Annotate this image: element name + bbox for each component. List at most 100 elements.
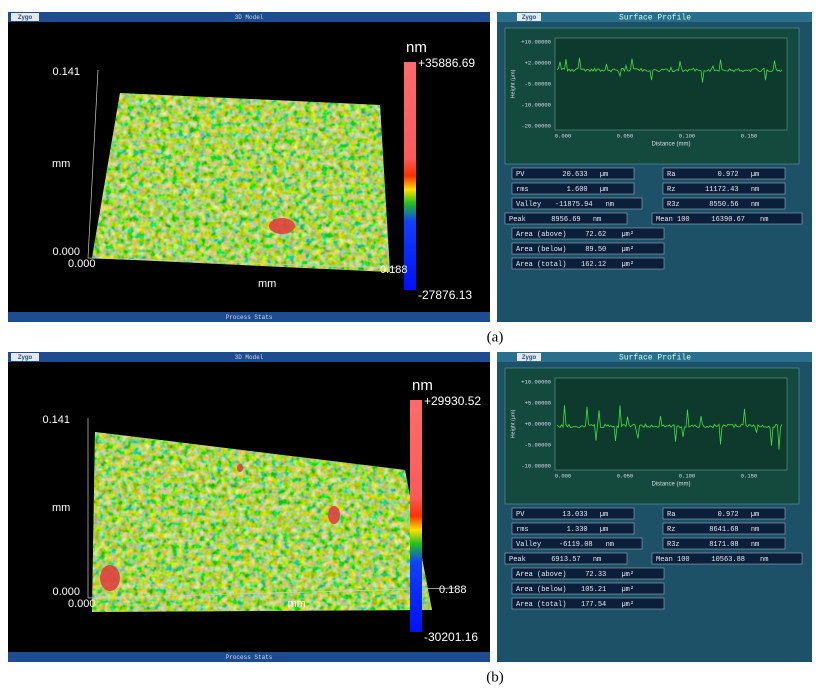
area-label: Area (total) bbox=[516, 601, 566, 609]
stat-unit: µm bbox=[600, 511, 608, 519]
scale-max: +29930.52 bbox=[424, 394, 481, 408]
window-title: Surface Profile bbox=[619, 354, 691, 363]
surface-texture bbox=[92, 93, 390, 272]
stat-unit: nm bbox=[606, 541, 614, 549]
stat-label: Mean 100 bbox=[656, 556, 690, 564]
stat-label: PV bbox=[516, 171, 525, 179]
stat-unit: µm bbox=[751, 171, 759, 179]
window-title: 3D Model bbox=[235, 14, 264, 21]
logo: Zygo bbox=[18, 15, 33, 21]
y-tick-label: +10.00000 bbox=[521, 378, 551, 385]
stat-value: 10563.88 bbox=[711, 556, 745, 564]
y-axis-max: 0.141 bbox=[42, 414, 70, 426]
y-tick-label: +10.00000 bbox=[521, 38, 551, 45]
area-label: Area (below) bbox=[516, 246, 566, 254]
window-title: 3D Model bbox=[235, 354, 264, 361]
stat-unit: nm bbox=[593, 556, 601, 564]
stat-label: Ra bbox=[667, 171, 675, 179]
stat-unit: nm bbox=[751, 201, 759, 209]
stat-value: 13.033 bbox=[562, 511, 587, 519]
surface-peak bbox=[100, 565, 120, 591]
stat-value: 16390.67 bbox=[711, 216, 745, 224]
y-origin: 0.000 bbox=[52, 586, 80, 598]
x-axis-label: Distance (mm) bbox=[651, 482, 690, 488]
y-origin: 0.000 bbox=[52, 246, 80, 258]
stat-label: Rz bbox=[667, 186, 675, 194]
area-unit: µm² bbox=[621, 586, 634, 594]
x-origin: 0.000 bbox=[68, 598, 96, 610]
stat-value: -11875.94 bbox=[555, 201, 593, 209]
logo: Zygo bbox=[18, 355, 33, 361]
x-tick-label: 0.100 bbox=[679, 132, 696, 139]
x-axis-label: mm bbox=[258, 278, 276, 290]
stat-unit: nm bbox=[751, 526, 759, 534]
window-title: Surface Profile bbox=[619, 14, 691, 23]
stat-label: Valley bbox=[516, 201, 541, 209]
area-value: 72.62 bbox=[585, 231, 606, 239]
area-label: Area (below) bbox=[516, 586, 566, 594]
stat-value: -6119.08 bbox=[559, 541, 593, 549]
x-origin: 0.000 bbox=[68, 258, 96, 270]
stat-value: 8956.69 bbox=[551, 216, 580, 224]
area-value: 162.12 bbox=[581, 261, 606, 269]
y-tick-label: +2.00000 bbox=[525, 59, 551, 66]
y-axis-label: Height (µm) bbox=[510, 69, 516, 98]
surface-peak bbox=[269, 218, 295, 234]
y-tick-label: -5.00000 bbox=[525, 441, 551, 448]
area-unit: µm² bbox=[621, 246, 634, 254]
stat-value: 20.633 bbox=[562, 171, 587, 179]
area-value: 89.50 bbox=[585, 246, 606, 254]
color-scale bbox=[404, 62, 416, 290]
stat-label: PV bbox=[516, 511, 525, 519]
stat-unit: nm bbox=[593, 216, 601, 224]
x-tick-label: 0.100 bbox=[679, 472, 696, 479]
area-label: Area (total) bbox=[516, 261, 566, 269]
surface-peak bbox=[237, 464, 243, 472]
footer-label: Process Stats bbox=[226, 654, 273, 661]
area-unit: µm² bbox=[621, 231, 634, 239]
stat-unit: µm bbox=[600, 171, 608, 179]
stat-value: 6913.57 bbox=[551, 556, 580, 564]
scale-max: +35886.69 bbox=[418, 56, 475, 70]
y-tick-label: -5.00000 bbox=[525, 80, 551, 87]
x-axis-label: mm bbox=[288, 598, 306, 610]
x-axis-label: Distance (mm) bbox=[651, 142, 690, 148]
caption: (b) bbox=[486, 669, 504, 685]
y-axis-label: mm bbox=[52, 502, 70, 514]
stat-value: 11172.43 bbox=[705, 186, 739, 194]
x-axis-max: 0.188 bbox=[439, 584, 467, 596]
stat-unit: µm bbox=[600, 186, 608, 194]
stat-label: rms bbox=[516, 526, 529, 534]
y-tick-label: +0.00000 bbox=[525, 420, 551, 427]
scale-min: -27876.13 bbox=[418, 288, 472, 302]
plot-area bbox=[555, 378, 787, 470]
scale-unit: nm bbox=[406, 39, 427, 56]
stat-unit: nm bbox=[606, 201, 614, 209]
y-axis-max: 0.141 bbox=[52, 66, 80, 78]
area-unit: µm² bbox=[621, 601, 634, 609]
stat-value: 1.600 bbox=[567, 186, 588, 194]
y-axis-label: mm bbox=[52, 158, 70, 170]
area-value: 177.54 bbox=[581, 601, 606, 609]
stat-label: R3z bbox=[667, 201, 680, 209]
stat-value: 8171.08 bbox=[709, 541, 738, 549]
stat-unit: nm bbox=[751, 541, 759, 549]
x-tick-label: 0.000 bbox=[555, 132, 572, 139]
x-tick-label: 0.150 bbox=[741, 472, 758, 479]
area-unit: µm² bbox=[621, 571, 634, 579]
stat-value: 1.330 bbox=[567, 526, 588, 534]
stat-value: 8641.68 bbox=[709, 526, 738, 534]
stat-value: 0.972 bbox=[718, 171, 739, 179]
logo: Zygo bbox=[522, 15, 537, 21]
stat-label: Peak bbox=[509, 556, 526, 564]
stat-label: Mean 100 bbox=[656, 216, 690, 224]
area-value: 72.33 bbox=[585, 571, 606, 579]
footer-label: Process Stats bbox=[226, 314, 273, 321]
stat-label: Rz bbox=[667, 526, 675, 534]
stat-label: rms bbox=[516, 186, 529, 194]
color-scale bbox=[410, 400, 422, 632]
y-axis-label: Height (µm) bbox=[510, 409, 516, 438]
x-tick-label: 0.000 bbox=[555, 472, 572, 479]
x-tick-label: 0.050 bbox=[617, 132, 634, 139]
stat-label: Peak bbox=[509, 216, 526, 224]
